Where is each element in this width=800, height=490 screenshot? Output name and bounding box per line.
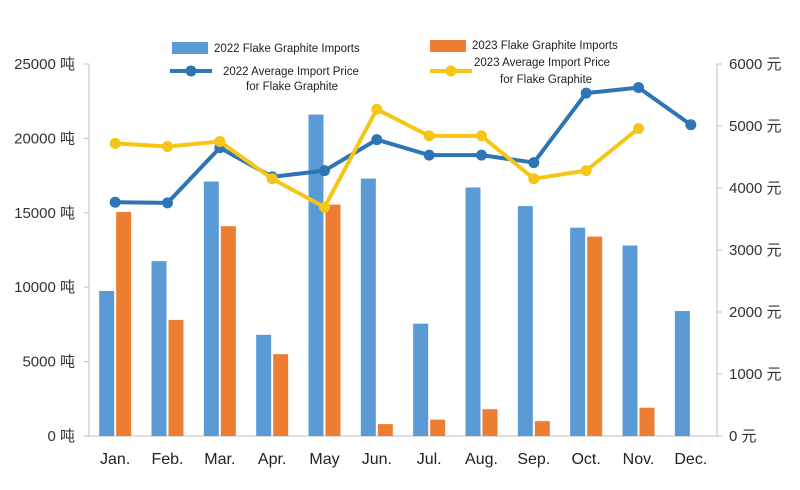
axes: [84, 63, 722, 437]
bar-2023: [273, 354, 289, 436]
point-2022-price: [528, 157, 540, 169]
x-tick-label: Feb.: [151, 451, 183, 468]
legend-label-line-2022-a: 2022 Average Import Price: [223, 66, 359, 78]
x-tick-label: Sep.: [517, 451, 550, 468]
x-tick-label: Oct.: [571, 451, 600, 468]
bar-2022: [622, 245, 638, 436]
x-tick-label: Dec.: [674, 451, 707, 468]
y-right-tick-label: 5000 元: [729, 118, 782, 135]
legend-label-line-2022-b: for Flake Graphite: [246, 81, 338, 93]
x-tick-label: May: [309, 451, 339, 468]
point-2022-price: [371, 134, 383, 146]
point-2023-price: [162, 140, 173, 152]
point-2022-price: [580, 87, 592, 99]
legend-swatch-bar-2023: [430, 40, 466, 52]
point-2023-price: [109, 137, 121, 149]
bar-2022: [256, 334, 272, 436]
x-tick-label: Mar.: [204, 451, 235, 468]
point-2023-price: [476, 130, 487, 142]
legend-label-line-2023-a: 2023 Average Import Price: [474, 57, 610, 69]
bar-2022: [517, 206, 533, 436]
bar-2023: [534, 421, 550, 436]
y-right-tick-label: 1000 元: [729, 366, 782, 383]
line-2023-price: [113, 107, 641, 210]
legend-swatch-bar-2022: [172, 42, 208, 54]
ticks: 0 吨 5000 吨 10000 吨 15000 吨 20000 吨 25000 吨 0 元…: [14, 56, 781, 468]
bar-2023: [325, 204, 341, 436]
bar-2022: [99, 290, 115, 436]
point-2022-price: [162, 197, 173, 209]
bar-2023: [587, 236, 603, 436]
x-tick-label: Jan.: [100, 451, 130, 468]
bar-2022: [413, 323, 429, 436]
point-2022-price: [109, 196, 121, 208]
y-left-tick-label: 10000 吨: [14, 279, 75, 296]
point-2023-price: [319, 201, 330, 213]
point-2022-price: [685, 119, 697, 131]
y-right-tick-label: 4000 元: [729, 180, 782, 197]
bar-2023: [220, 226, 236, 436]
point-2022-price: [476, 149, 487, 161]
bar-2022: [360, 178, 376, 437]
y-left-tick-label: 20000 吨: [14, 130, 75, 147]
bar-2023: [639, 407, 655, 436]
bar-2022: [151, 261, 167, 436]
bar-2022: [465, 187, 481, 436]
y-right-tick-label: 3000 元: [729, 242, 782, 259]
point-2023-price: [214, 136, 226, 147]
point-2023-price: [371, 103, 383, 115]
bar-2022: [308, 114, 324, 436]
bar-2023: [430, 419, 446, 436]
legend: 2022 Flake Graphite Imports 2023 Flake Gr…: [170, 40, 618, 93]
point-2023-price: [633, 122, 644, 134]
bar-2023: [168, 319, 184, 436]
legend-label-bar-2022: 2022 Flake Graphite Imports: [214, 43, 360, 55]
y-right-tick-label: 2000 元: [729, 304, 782, 321]
point-2023-price: [528, 173, 540, 185]
point-2023-price: [266, 173, 278, 185]
x-tick-label: Apr.: [258, 451, 286, 468]
y-left-tick-label: 15000 吨: [14, 205, 75, 222]
bar-2023: [116, 212, 132, 436]
point-2022-price: [423, 149, 435, 161]
legend-marker-line-2023: [445, 65, 457, 77]
line-2022-price: [113, 85, 693, 205]
y-right-tick-label: 0 元: [729, 428, 757, 445]
legend-label-line-2023-b: for Flake Graphite: [500, 74, 592, 86]
point-2022-price: [319, 165, 330, 177]
lines: [109, 82, 697, 213]
point-2023-price: [423, 130, 435, 142]
bar-2023: [377, 424, 393, 436]
x-tick-label: Aug.: [465, 451, 498, 468]
bar-2022: [570, 227, 586, 436]
y-left-tick-label: 0 吨: [47, 428, 75, 445]
legend-label-bar-2023: 2023 Flake Graphite Imports: [472, 40, 618, 52]
bars: [99, 114, 690, 437]
y-left-tick-label: 25000 吨: [14, 56, 75, 73]
bar-2022: [674, 311, 690, 436]
x-tick-label: Jul.: [417, 451, 442, 468]
y-left-tick-label: 5000 吨: [22, 354, 75, 371]
bar-2023: [482, 409, 498, 436]
x-tick-label: Nov.: [623, 451, 655, 468]
point-2023-price: [580, 165, 592, 177]
bar-2022: [203, 181, 219, 436]
y-right-tick-label: 6000 元: [729, 56, 782, 73]
point-2022-price: [633, 82, 644, 94]
legend-marker-line-2022: [185, 65, 197, 77]
x-tick-label: Jun.: [362, 451, 392, 468]
